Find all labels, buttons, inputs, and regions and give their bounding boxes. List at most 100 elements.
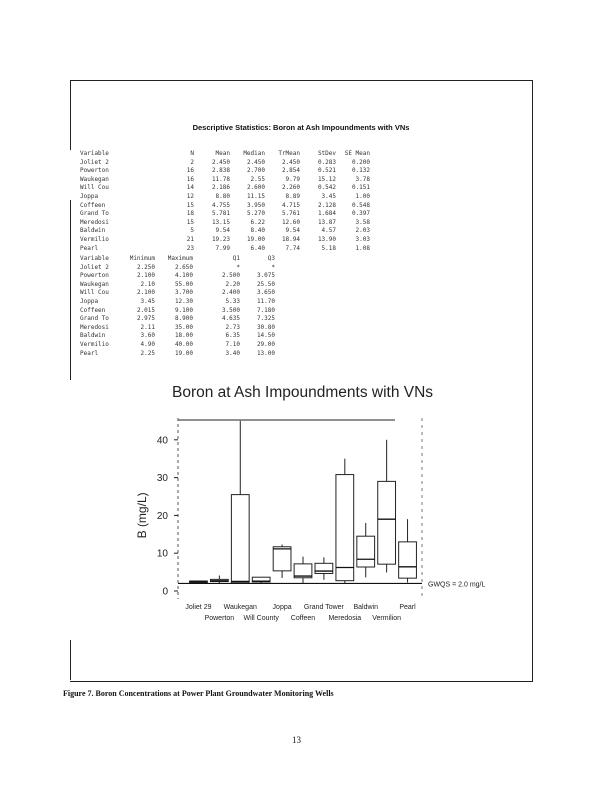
table-row: Coffeen 15 4.755 3.950 4.715 2.128 0.548 [80, 202, 380, 211]
table-cell: 9.100 [174, 306, 193, 314]
table-cell: 5.33 [225, 297, 240, 305]
table-row: Will Cou 2.100 3.700 2.400 3.650 [80, 289, 280, 298]
table-cell: Variable [80, 255, 109, 262]
table-cell: 0.151 [351, 184, 370, 192]
figure-frame [70, 80, 533, 682]
table-cell: 14 [186, 184, 194, 192]
frame-left-edge [70, 200, 71, 380]
table-cell: 2.700 [246, 167, 265, 175]
table-row: Meredosi 15 13.15 6.22 12.60 13.87 3.58 [80, 219, 380, 228]
box [293, 563, 313, 579]
table-cell: Pearl [80, 349, 99, 357]
box [356, 535, 376, 568]
table-cell: 2.600 [246, 184, 265, 192]
table-cell: 15.12 [317, 175, 336, 183]
y-axis-label: B (mg/L) [135, 492, 149, 538]
table-cell: 7.74 [285, 244, 300, 252]
table-cell: Grand To [80, 210, 109, 218]
table-row: Joppa 3.45 12.30 5.33 11.70 [80, 298, 280, 307]
table-cell: 2.25 [140, 349, 155, 357]
table-cell: Q1 [232, 255, 240, 262]
x-category-label: Powerton [205, 615, 235, 622]
box [272, 546, 292, 572]
table-cell: 13.00 [256, 349, 275, 357]
table-cell: 12.60 [281, 218, 300, 226]
table-cell: 7.99 [215, 244, 230, 252]
box [314, 562, 334, 574]
box [335, 474, 355, 582]
table-cell: Variable [80, 150, 109, 157]
table-cell: 9.54 [215, 227, 230, 235]
table-cell: Maximum [167, 255, 193, 262]
x-category-label: Meredosia [328, 615, 361, 622]
y-tick-label: 40 [157, 435, 169, 446]
table-cell: 2.450 [211, 158, 230, 166]
table-cell: Meredosi [80, 218, 109, 226]
table-cell: 2.015 [136, 306, 155, 314]
table-cell: 3.60 [140, 332, 155, 340]
table-title: Descriptive Statistics: Boron at Ash Imp… [192, 123, 410, 132]
box [230, 494, 250, 584]
table-cell: 4.100 [174, 272, 193, 280]
table-cell: 3.40 [225, 349, 240, 357]
table-cell: 3.45 [321, 192, 336, 200]
table-cell: Joppa [80, 297, 99, 305]
x-category-label: Grand Tower [304, 604, 345, 611]
page-number: 13 [292, 735, 301, 745]
box [377, 480, 397, 565]
table-cell: 0.548 [351, 201, 370, 209]
table-cell: 5.781 [211, 210, 230, 218]
table-row: Joppa 12 8.80 11.15 8.89 3.45 1.00 [80, 193, 380, 202]
x-category-label: Coffeen [291, 615, 315, 622]
y-tick-label: 0 [162, 587, 168, 598]
x-category-label: Joliet 29 [185, 604, 211, 611]
table-cell: 11.78 [211, 175, 230, 183]
table-row: Waukegan 2.10 55.00 2.20 25.50 [80, 281, 280, 290]
reference-line-label: GWQS = 2.0 mg/L [428, 581, 485, 588]
table-cell: 19.23 [211, 235, 230, 243]
table-cell: 2.10 [140, 280, 155, 288]
table-cell: 2.73 [225, 323, 240, 331]
box [398, 541, 417, 579]
stats-table-2: Variable Minimum Maximum Q1 Q3 Joliet 2 2.250 2… [80, 255, 280, 358]
table-cell: Will Cou [80, 289, 109, 297]
table-row: Grand To 18 5.781 5.270 5.761 1.684 0.397 [80, 210, 380, 219]
table-cell: StDev [317, 150, 336, 157]
table-cell: 0.521 [317, 167, 336, 175]
table-cell: 14.50 [256, 332, 275, 340]
table-cell: Will Cou [80, 184, 109, 192]
table-cell: 3.58 [355, 218, 370, 226]
table-cell: 2.11 [140, 323, 155, 331]
table-cell: 0.397 [351, 210, 370, 218]
frame-left-edge [70, 80, 71, 150]
table-cell: 3.03 [355, 235, 370, 243]
table-cell: Grand To [80, 315, 109, 323]
table-cell: SE Mean [344, 150, 370, 157]
x-category-label: Vermilion [372, 615, 401, 622]
table-cell: 2.100 [136, 272, 155, 280]
table-cell: 7.10 [225, 340, 240, 348]
table-row: Joliet 2 2.250 2.650 * * [80, 264, 280, 273]
table-cell: 29.00 [256, 340, 275, 348]
table-cell: Q3 [267, 255, 275, 262]
stats-table-1: Variable N Mean Median TrMean StDev SE Mean Jol… [80, 150, 380, 253]
table-row: Baldwin 3.60 18.00 6.35 14.50 [80, 332, 280, 341]
table-cell: 4.57 [321, 227, 336, 235]
table-cell: 8.900 [174, 315, 193, 323]
table-cell: 2.838 [211, 167, 230, 175]
table-row: Vermilio 21 19.23 19.00 18.94 13.90 3.03 [80, 236, 380, 245]
table-cell: 2.186 [211, 184, 230, 192]
table-cell: Minimum [129, 255, 155, 262]
table-row: Joliet 2 2 2.450 2.450 2.450 0.283 0.200 [80, 159, 380, 168]
y-tick-label: 10 [157, 549, 169, 560]
table-cell: 9.54 [285, 227, 300, 235]
table-cell: 2.260 [281, 184, 300, 192]
table-cell: 4.90 [140, 340, 155, 348]
table-cell: 35.00 [174, 323, 193, 331]
table-cell: 2.450 [246, 158, 265, 166]
x-category-label: Baldwin [353, 604, 378, 611]
table-cell: 3.78 [355, 175, 370, 183]
table-cell: 13.87 [317, 218, 336, 226]
table-cell: Mean [215, 150, 230, 157]
